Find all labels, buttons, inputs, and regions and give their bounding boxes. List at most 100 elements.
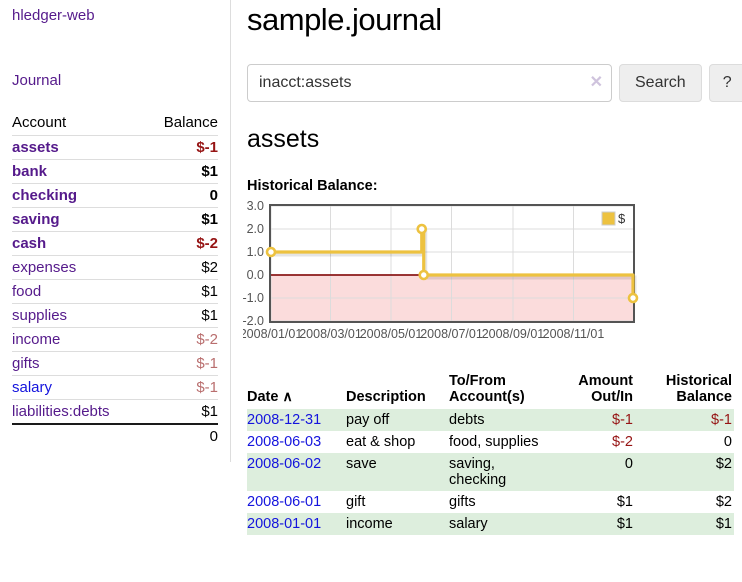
svg-text:2008/09/01: 2008/09/01 (482, 327, 545, 341)
register-row: 2008-06-03 eat & shop food, supplies $-2 0 (247, 431, 734, 453)
historical-balance-chart[interactable]: $3.0 2.0 1.0 0.0 -1.0 -2.0 2008/01/01 2008/03/0… (240, 199, 726, 350)
account-column-header: Account (12, 114, 67, 131)
total-balance: 0 (144, 423, 218, 448)
register-row: 2008-06-02 save saving, checking 0 $2 (247, 453, 734, 491)
svg-text:1.0: 1.0 (247, 245, 264, 259)
transaction-accounts: saving, checking (449, 456, 507, 488)
main-content: sample.journal ✕ Search ? assets Histori… (231, 0, 742, 535)
search-input[interactable] (247, 64, 612, 102)
register-row: 2008-01-01 income salary $1 $1 (247, 513, 734, 535)
transaction-amount: $1 (616, 494, 633, 510)
app-title-link[interactable]: hledger-web (12, 7, 95, 24)
date-column-header[interactable]: Date ∧ (247, 388, 293, 405)
svg-text:2008/11/01: 2008/11/01 (543, 327, 605, 341)
transaction-balance: $1 (715, 516, 732, 532)
account-link[interactable]: gifts (12, 355, 40, 372)
data-point (265, 246, 277, 258)
svg-text:2008/01/01: 2008/01/01 (243, 327, 302, 341)
transaction-date-link[interactable]: 2008-12-31 (247, 412, 322, 428)
help-button[interactable]: ? (708, 64, 742, 102)
account-row: saving $1 (12, 207, 218, 232)
account-balance: $-2 (144, 327, 218, 352)
search-row: ✕ Search ? (247, 64, 742, 102)
transaction-accounts: gifts (449, 494, 476, 510)
page: hledger-web Journal Account Balance asse… (0, 0, 742, 535)
transaction-amount: $-1 (612, 412, 633, 428)
balance-column-header: Balance (163, 114, 218, 131)
register-row: 2008-12-31 pay off debts $-1 $-1 (247, 409, 734, 431)
legend-label: $ (618, 211, 626, 226)
transaction-date-link[interactable]: 2008-01-01 (247, 516, 322, 532)
page-title: sample.journal (247, 2, 442, 37)
account-row: expenses $2 (12, 255, 218, 280)
register-row: 2008-06-01 gift gifts $1 $2 (247, 491, 734, 513)
account-link[interactable]: liabilities:debts (12, 403, 110, 420)
transaction-balance: 0 (723, 434, 732, 450)
legend-swatch (601, 211, 616, 226)
account-link[interactable]: assets (12, 139, 59, 156)
transaction-balance: $-1 (711, 412, 732, 428)
amount-column-header: Amount Out/In (578, 373, 633, 405)
account-row: liabilities:debts $1 (12, 399, 218, 424)
data-point (627, 292, 639, 304)
account-link[interactable]: checking (12, 187, 78, 204)
description-column-header: Description (346, 389, 426, 405)
account-link[interactable]: cash (12, 235, 47, 252)
accounts-header-row: Account Balance (12, 111, 218, 136)
account-link[interactable]: salary (12, 379, 53, 396)
account-balance: $-2 (144, 231, 218, 256)
account-link[interactable]: saving (12, 211, 60, 228)
sort-asc-icon: ∧ (282, 388, 293, 404)
account-row: income $-2 (12, 327, 218, 352)
transaction-accounts: salary (449, 516, 488, 532)
search-button[interactable]: Search (619, 64, 702, 102)
transaction-date-link[interactable]: 2008-06-01 (247, 494, 322, 510)
accounts-table: Account Balance assets $-1 bank $1 checking 0… (12, 111, 218, 448)
transaction-date-link[interactable]: 2008-06-03 (247, 434, 322, 450)
journal-link[interactable]: Journal (12, 72, 62, 89)
account-row: assets $-1 (12, 135, 218, 160)
transaction-amount: $-2 (612, 434, 633, 450)
sidebar: hledger-web Journal Account Balance asse… (0, 0, 231, 462)
transaction-amount: 0 (624, 456, 633, 472)
account-link[interactable]: food (12, 283, 42, 300)
transaction-description: save (346, 456, 377, 472)
clear-search-icon[interactable]: ✕ (589, 74, 603, 91)
account-row: cash $-2 (12, 231, 218, 256)
transaction-balance: $2 (715, 456, 732, 472)
register-table: Date ∧ Description To/From Account(s) Am… (247, 371, 734, 535)
account-row: checking 0 (12, 183, 218, 208)
account-link[interactable]: bank (12, 163, 48, 180)
account-balance: $1 (144, 159, 218, 184)
chart-heading: Historical Balance: (247, 178, 378, 194)
account-heading: assets (247, 125, 320, 153)
svg-text:2008/07/01: 2008/07/01 (420, 327, 483, 341)
svg-text:-1.0: -1.0 (243, 291, 264, 305)
transaction-date-link[interactable]: 2008-06-02 (247, 456, 322, 472)
account-balance: $1 (144, 399, 218, 424)
svg-text:2.0: 2.0 (247, 222, 264, 236)
account-link[interactable]: income (12, 331, 61, 348)
register-header-row: Date ∧ Description To/From Account(s) Am… (247, 371, 734, 409)
svg-text:3.0: 3.0 (247, 199, 264, 213)
account-link[interactable]: supplies (12, 307, 68, 324)
account-row: gifts $-1 (12, 351, 218, 376)
data-point (418, 269, 430, 281)
account-balance: $2 (144, 255, 218, 280)
account-row: supplies $1 (12, 303, 218, 328)
chart-svg: $3.0 2.0 1.0 0.0 -1.0 -2.02008/01/012008/03/0… (240, 199, 639, 341)
account-row: salary $-1 (12, 375, 218, 400)
transaction-accounts: food, supplies (449, 434, 539, 450)
svg-text:2008/03/01: 2008/03/01 (299, 327, 362, 341)
transaction-description: eat & shop (346, 434, 416, 450)
svg-text:0.0: 0.0 (247, 268, 264, 282)
accounts-total-row: 0 (12, 423, 218, 448)
svg-text:2008/05/01: 2008/05/01 (360, 327, 423, 341)
search-field-wrap: ✕ (247, 64, 612, 102)
account-balance: $1 (144, 207, 218, 232)
account-link[interactable]: expenses (12, 259, 77, 276)
transaction-amount: $1 (616, 516, 633, 532)
transaction-balance: $2 (715, 494, 732, 510)
transaction-description: gift (346, 494, 366, 510)
plot-border (269, 204, 635, 323)
